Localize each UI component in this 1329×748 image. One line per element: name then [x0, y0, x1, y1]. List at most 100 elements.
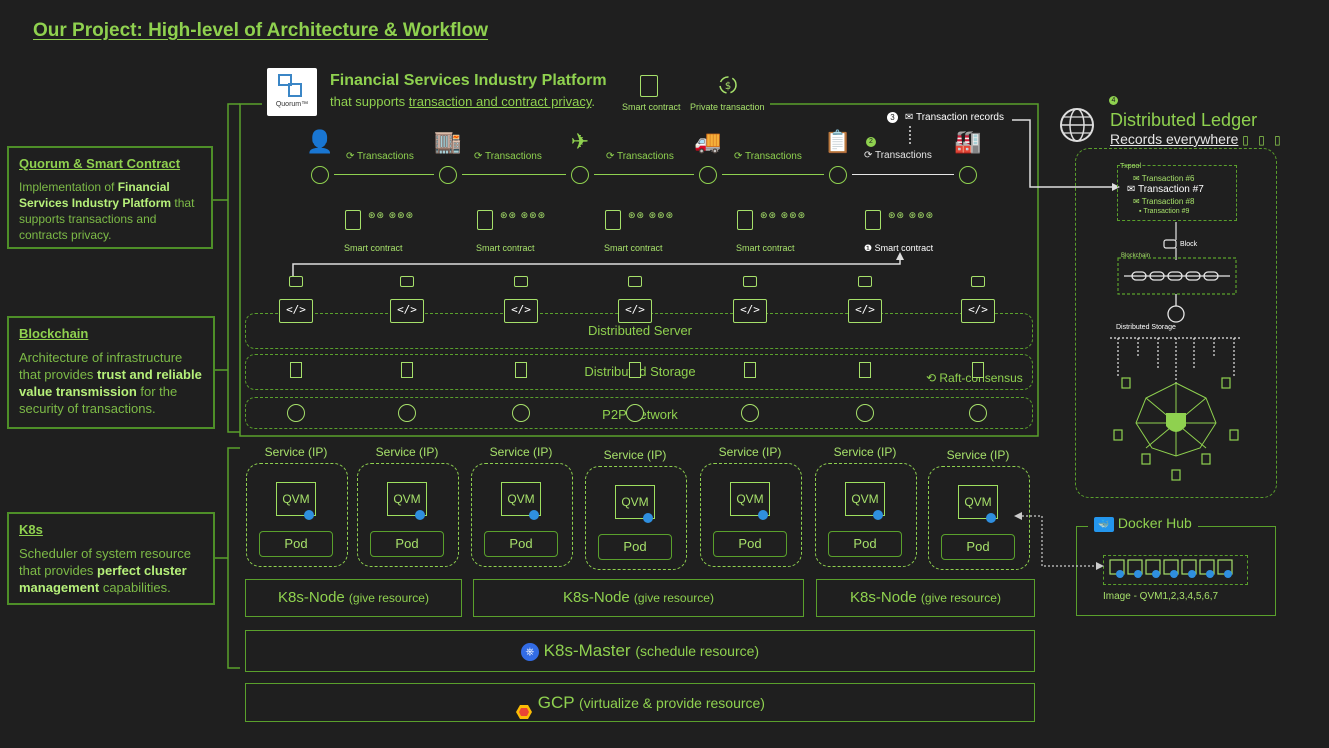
- p2p-network-icon: [741, 404, 759, 422]
- service-ip-label: Service (IP): [718, 445, 782, 459]
- truck-icon: 🚚: [694, 129, 722, 154]
- p2p-network-icon: [512, 404, 530, 422]
- node-chip-icon: [311, 166, 329, 184]
- pod-container: [928, 466, 1030, 570]
- blockchain-description: Architecture of infrastructure that prov…: [19, 350, 202, 416]
- person-icon: 👤: [306, 129, 334, 154]
- docker-images-strip: [1103, 555, 1248, 585]
- smart-contract-icon: [737, 210, 753, 230]
- pod-container: [357, 463, 459, 567]
- docker-image-label: Image - QVM1,2,3,4,5,6,7: [1103, 591, 1219, 602]
- smart-contract-label: Smart contract: [736, 243, 795, 253]
- smart-contract-icon: [477, 210, 493, 230]
- smart-contract-legend: Smart contract: [622, 102, 681, 112]
- docker-badge-icon: [758, 510, 768, 520]
- gcp-layer: GCP (virtualize & provide resource): [245, 683, 1035, 722]
- service-ip-label: Service (IP): [833, 445, 897, 459]
- svg-text:$: $: [725, 81, 731, 92]
- wallet-icon: [400, 276, 414, 287]
- tx-9: ▪ Transaction #9: [1139, 208, 1190, 215]
- blockchain-mini-label: Blockchain: [1121, 253, 1151, 259]
- platform-title: Financial Services Industry Platform: [330, 72, 607, 89]
- storage-icon: [290, 362, 302, 378]
- party-nodes-icon: ⊛⊛ ⊛⊛⊛: [368, 210, 415, 220]
- transactions-label: ⟳ Transactions: [734, 151, 802, 162]
- kubernetes-icon: ⎈: [520, 642, 539, 661]
- quorum-heading: Quorum & Smart Contract: [19, 156, 181, 171]
- docker-badge-icon: [529, 510, 539, 520]
- k8s-node-2: K8s-Node (give resource): [473, 579, 804, 617]
- storage-icon: [972, 362, 984, 378]
- docker-badge-icon: [643, 513, 653, 523]
- service-ip-label: Service (IP): [603, 448, 667, 462]
- storage-icon: [744, 362, 756, 378]
- p2p-network-icon: [856, 404, 874, 422]
- node-chip-icon: [959, 166, 977, 184]
- transaction-arrow: [334, 174, 434, 175]
- pod-container: [815, 463, 917, 567]
- pod-container: [246, 463, 348, 567]
- wallet-icon: [628, 276, 642, 287]
- docker-badge-icon: [304, 510, 314, 520]
- transaction-records-label: ✉ Transaction records: [905, 112, 1004, 123]
- shop-icon: 🏬: [434, 129, 462, 154]
- tx-6: ✉ Transaction #6: [1133, 174, 1195, 183]
- txpool-label: Txpool: [1120, 163, 1142, 170]
- p2p-network-icon: [398, 404, 416, 422]
- transaction-arrow: [594, 174, 694, 175]
- txpool-box: [1117, 165, 1237, 221]
- pod-box: Pod: [828, 531, 902, 557]
- service-ip-label: Service (IP): [264, 445, 328, 459]
- k8s-heading: K8s: [19, 522, 43, 537]
- service-ip-label: Service (IP): [946, 448, 1010, 462]
- qvm-cube-icon: QVM: [501, 482, 541, 516]
- block-label: Block: [1180, 241, 1198, 248]
- step-3-badge: 3: [887, 112, 898, 123]
- pod-container: [700, 463, 802, 567]
- page-title: Our Project: High-level of Architecture …: [33, 20, 489, 41]
- transactions-label: ⟳ Transactions: [606, 151, 674, 162]
- ledger-book-icons: ▯ ▯ ▯: [1242, 133, 1284, 147]
- docker-badge-icon: [873, 510, 883, 520]
- quorum-info-box: Quorum & Smart Contract Implementation o…: [7, 146, 213, 249]
- storage-mini-label: Distributed Storage: [1116, 324, 1176, 331]
- gcp-icon: [515, 696, 533, 719]
- smart-contract-label: Smart contract: [476, 243, 535, 253]
- pod-box: Pod: [598, 534, 672, 560]
- k8s-info-box: K8s Scheduler of system resource that pr…: [7, 512, 215, 605]
- factory-icon: 🏭: [954, 129, 982, 154]
- pod-box: Pod: [370, 531, 444, 557]
- wallet-icon: [289, 276, 303, 287]
- smart-contract-icon: [865, 210, 881, 230]
- pod-box: Pod: [259, 531, 333, 557]
- smart-contract-icon: [345, 210, 361, 230]
- globe-ledger-icon: [1057, 105, 1097, 145]
- distributed-server-label: Distributed Server: [587, 323, 693, 338]
- storage-icon: [629, 362, 641, 378]
- storage-icon: [401, 362, 413, 378]
- wallet-icon: [514, 276, 528, 287]
- k8s-description: Scheduler of system resource that provid…: [19, 546, 191, 595]
- private-transaction-legend-icon: $: [716, 74, 740, 96]
- service-ip-label: Service (IP): [375, 445, 439, 459]
- document-icon: 📋: [824, 129, 852, 154]
- service-ip-label: Service (IP): [489, 445, 553, 459]
- p2p-network-icon: [287, 404, 305, 422]
- docker-hub-header: 🐳 Docker Hub: [1088, 515, 1198, 532]
- pod-box: Pod: [713, 531, 787, 557]
- smart-contract-label: ❶ Smart contract: [864, 243, 934, 253]
- transaction-arrow: [722, 174, 824, 175]
- docker-icon: 🐳: [1094, 516, 1114, 532]
- pod-container: [585, 466, 687, 570]
- step-2-badge: 2: [866, 137, 876, 147]
- code-server-icon: </>: [279, 299, 313, 323]
- k8s-master: ⎈ K8s-Master (schedule resource): [245, 630, 1035, 672]
- private-transaction-legend: Private transaction: [690, 102, 765, 112]
- code-server-icon: </>: [390, 299, 424, 323]
- ledger-panel: [1075, 148, 1277, 498]
- code-server-icon: </>: [618, 299, 652, 323]
- tx-8: ✉ Transaction #8: [1133, 197, 1195, 206]
- distributed-storage-layer: [245, 354, 1033, 390]
- wallet-icon: [743, 276, 757, 287]
- p2p-network-icon: [626, 404, 644, 422]
